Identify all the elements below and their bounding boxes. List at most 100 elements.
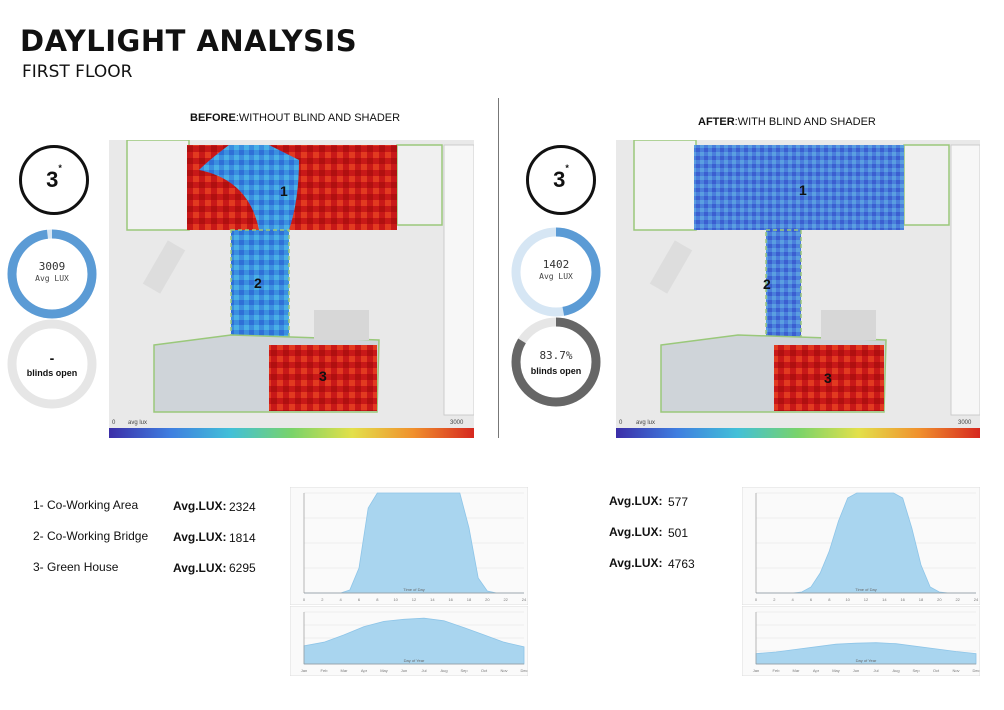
after-hours-mark: * (565, 163, 569, 173)
before-hourly-tick-label: 8 (376, 597, 379, 602)
after-right-block (903, 144, 950, 226)
before-avg-label-1: Avg.LUX: (173, 499, 227, 513)
before-right-strip (443, 144, 474, 416)
after-yearly-tick-label: Jun (853, 668, 859, 673)
after-lux-value: 1402 (542, 258, 570, 271)
zone-name-3: 3- Green House (33, 560, 119, 574)
after-hourly-tick-label: 16 (900, 597, 905, 602)
after-hourly-tick-label: 14 (882, 597, 887, 602)
before-room-3: 3 (319, 368, 327, 384)
after-hourly-tick-label: 24 (974, 597, 979, 602)
after-yearly-tick-label: Jul (873, 668, 878, 673)
after-avg-value-3: 4763 (668, 557, 695, 571)
after-color-scale (616, 428, 980, 438)
after-avg-label-1: Avg.LUX: (609, 494, 663, 508)
after-caption-rest: :WITH BLIND AND SHADER (734, 116, 876, 128)
before-blinds-label: blinds open (26, 368, 78, 378)
after-avg-value-1: 577 (668, 495, 689, 509)
after-lux-ring: 1402 Avg LUX (510, 226, 602, 318)
before-avg-value-1: 2324 (229, 500, 256, 514)
after-avg-label-3: Avg.LUX: (609, 556, 663, 570)
before-zone3-heat (269, 345, 377, 411)
after-caption-bold: AFTER (698, 116, 735, 128)
after-lux-ring-svg (511, 227, 601, 317)
after-yearly-tick-label: Feb (773, 668, 781, 673)
after-hours: 3 (553, 167, 566, 192)
after-yearly-tick-label: Mar (793, 668, 801, 673)
after-yearly-tick-label: Jan (753, 668, 759, 673)
after-lux-label: Avg LUX (539, 272, 573, 281)
before-yearly-tick-label: Feb (321, 668, 329, 673)
before-hourly-tick-label: 18 (467, 597, 472, 602)
before-hourly-tick-label: 2 (321, 597, 324, 602)
before-scale-label: avg lux (128, 420, 148, 426)
after-room-1: 1 (799, 182, 807, 198)
after-hourly-tick-label: 22 (955, 597, 960, 602)
zone-name-1: 1- Co-Working Area (33, 498, 139, 512)
after-caption: AFTER:WITH BLIND AND SHADER (698, 116, 876, 128)
after-room-3: 3 (824, 370, 832, 386)
before-hourly-tick-label: 22 (503, 597, 508, 602)
after-zone3-heat (774, 345, 884, 411)
before-blinds-ring: - blinds open (6, 318, 98, 410)
after-yearly-tick-label: Sep (912, 668, 920, 673)
after-hourly-tick-label: 4 (792, 597, 795, 602)
after-right-strip (950, 144, 980, 416)
before-avg-label-3: Avg.LUX: (173, 561, 227, 575)
after-hourly-tick-label: 12 (864, 597, 869, 602)
before-hourly-tick-label: 20 (485, 597, 490, 602)
after-hourly-tick-label: 8 (828, 597, 831, 602)
before-scale-min: 0 (112, 420, 116, 426)
after-yearly-area (755, 642, 977, 665)
after-yearly-frame (742, 606, 980, 676)
before-stair-b (314, 310, 369, 340)
before-hourly-tick-label: 16 (448, 597, 453, 602)
before-hourly-tick-label: 6 (358, 597, 361, 602)
after-yearly-tick-label: Nov (952, 668, 959, 673)
after-yearly-tick-label: Apr (813, 668, 820, 673)
before-yearly-tick-label: Sep (460, 668, 468, 673)
page-title: DAYLIGHT ANALYSIS (20, 24, 358, 58)
before-blinds-ring-svg (7, 319, 97, 409)
before-lux-value: 3009 (38, 260, 66, 273)
before-lux-ring: 3009 Avg LUX (6, 228, 98, 320)
before-yearly-tick-label: Jun (401, 668, 407, 673)
after-zone2-heat (765, 229, 802, 346)
after-scale-label: avg lux (636, 420, 656, 426)
before-hourly-x-label: Time of Day (403, 587, 424, 592)
before-scale-max: 3000 (450, 420, 464, 426)
before-yearly-tick-label: May (380, 668, 388, 673)
before-blinds-ring-track (7, 319, 97, 409)
before-yearly-area (303, 617, 525, 665)
after-hourly-tick-label: 0 (755, 597, 758, 602)
after-yearly-chart: Jan Feb Mar Apr May Jun Jul Aug Sep Oct Nov Dec Day … (742, 606, 980, 676)
after-blinds-ring-svg (511, 317, 601, 407)
after-hourly-tick-label: 20 (937, 597, 942, 602)
section-divider (498, 98, 499, 438)
before-floor-plan: 1 2 3 (109, 140, 474, 430)
after-scale-min: 0 (619, 420, 623, 426)
after-hourly-tick-label: 10 (845, 597, 850, 602)
before-left-block (126, 140, 190, 231)
before-hours: 3 (46, 167, 59, 192)
page-subtitle: FIRST FLOOR (22, 62, 133, 82)
before-zone1-cool (199, 145, 299, 230)
before-yearly-tick-label: Nov (500, 668, 507, 673)
after-hourly-tick-label: 6 (810, 597, 813, 602)
after-lux-ring-fill (511, 227, 601, 317)
after-hourly-tick-label: 18 (919, 597, 924, 602)
after-yearly-x-label: Day of Year (856, 658, 877, 663)
after-blinds-label: blinds open (530, 366, 582, 376)
before-stair-a (142, 240, 186, 294)
after-room-2: 2 (763, 276, 771, 292)
before-yearly-tick-label: Jul (421, 668, 426, 673)
after-blinds-ring: 83.7% blinds open (510, 316, 602, 408)
before-yearly-tick-label: Jan (301, 668, 307, 673)
after-hourly-x-label: Time of Day (855, 587, 876, 592)
before-avg-value-2: 1814 (229, 531, 256, 545)
after-yearly-tick-label: May (832, 668, 840, 673)
before-yearly-tick-label: Oct (481, 668, 488, 673)
zone-name-2: 2- Co-Working Bridge (33, 529, 149, 543)
